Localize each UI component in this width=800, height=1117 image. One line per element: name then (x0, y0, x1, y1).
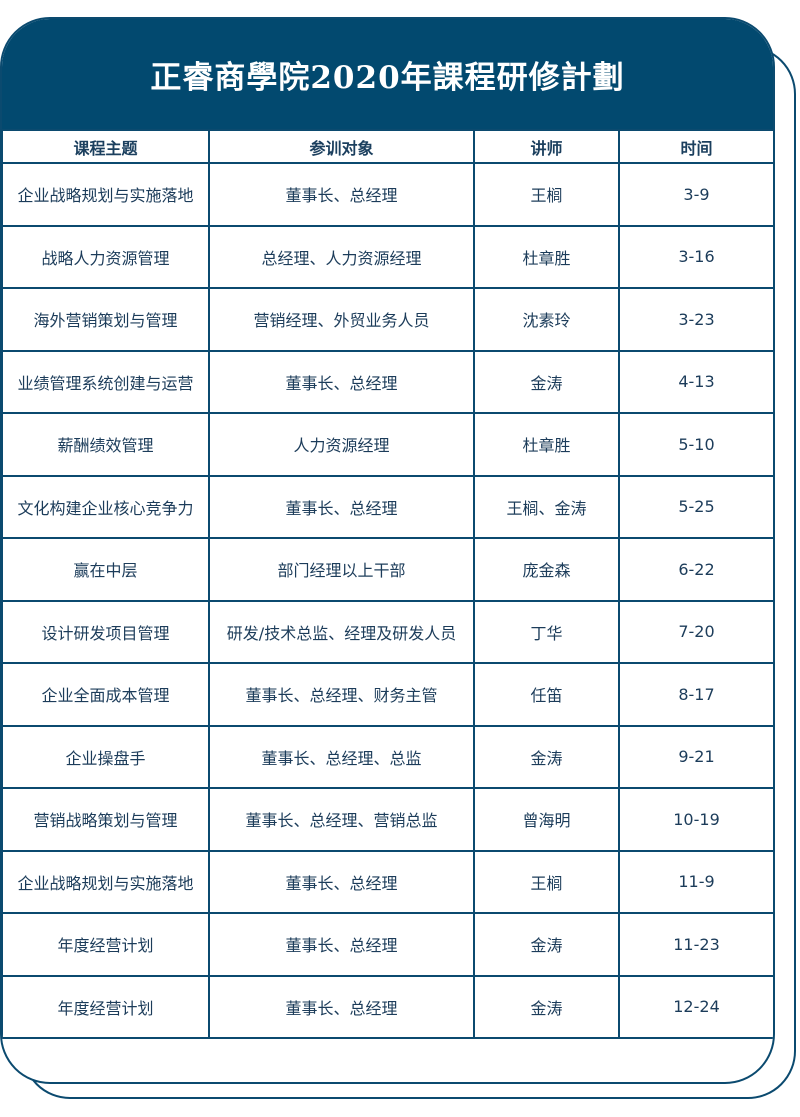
cell-lecturer: 金涛 (473, 349, 620, 414)
table-row: 企业操盘手 董事长、总经理、总监 金涛 9-21 (2, 724, 773, 789)
cell-audience: 董事长、总经理、总监 (208, 724, 475, 789)
cell-audience: 董事长、总经理 (208, 912, 475, 977)
table-row: 年度经营计划 董事长、总经理 金涛 12-24 (2, 974, 773, 1039)
cell-date: 3-16 (618, 224, 773, 289)
column-header-date: 时间 (618, 129, 773, 164)
cell-date: 11-9 (618, 849, 773, 914)
cell-audience: 总经理、人力资源经理 (208, 224, 475, 289)
cell-lecturer: 王榈 (473, 849, 620, 914)
cell-date: 9-21 (618, 724, 773, 789)
header-banner: 正睿商學院2020年課程研修計劃 (2, 19, 773, 129)
cell-audience: 研发/技术总监、经理及研发人员 (208, 599, 475, 664)
cell-audience: 董事长、总经理 (208, 162, 475, 227)
cell-topic: 赢在中层 (2, 537, 210, 602)
table-header-row: 课程主题 参训对象 讲师 时间 (2, 129, 773, 164)
table-row: 设计研发项目管理 研发/技术总监、经理及研发人员 丁华 7-20 (2, 599, 773, 664)
cell-date: 5-10 (618, 412, 773, 477)
cell-topic: 年度经营计划 (2, 974, 210, 1039)
cell-lecturer: 杜章胜 (473, 224, 620, 289)
table-row: 海外营销策划与管理 营销经理、外贸业务人员 沈素玲 3-23 (2, 287, 773, 352)
column-header-audience: 参训对象 (208, 129, 475, 164)
table-row: 企业全面成本管理 董事长、总经理、财务主管 任笛 8-17 (2, 662, 773, 727)
cell-lecturer: 沈素玲 (473, 287, 620, 352)
cell-date: 3-23 (618, 287, 773, 352)
cell-date: 6-22 (618, 537, 773, 602)
cell-topic: 年度经营计划 (2, 912, 210, 977)
cell-topic: 文化构建企业核心竞争力 (2, 474, 210, 539)
cell-audience: 营销经理、外贸业务人员 (208, 287, 475, 352)
cell-topic: 营销战略策划与管理 (2, 787, 210, 852)
cell-topic: 薪酬绩效管理 (2, 412, 210, 477)
cell-lecturer: 任笛 (473, 662, 620, 727)
table-row: 业绩管理系统创建与运营 董事长、总经理 金涛 4-13 (2, 349, 773, 414)
cell-audience: 董事长、总经理、财务主管 (208, 662, 475, 727)
table-row: 企业战略规划与实施落地 董事长、总经理 王榈 3-9 (2, 162, 773, 227)
cell-topic: 战略人力资源管理 (2, 224, 210, 289)
cell-audience: 部门经理以上干部 (208, 537, 475, 602)
cell-topic: 设计研发项目管理 (2, 599, 210, 664)
schedule-card: 正睿商學院2020年課程研修計劃 课程主题 参训对象 讲师 时间 企业战略规划与实施落… (0, 17, 775, 1084)
cell-lecturer: 金涛 (473, 974, 620, 1039)
cell-audience: 董事长、总经理 (208, 849, 475, 914)
cell-lecturer: 丁华 (473, 599, 620, 664)
cell-audience: 董事长、总经理 (208, 474, 475, 539)
table-row: 企业战略规划与实施落地 董事长、总经理 王榈 11-9 (2, 849, 773, 914)
cell-topic: 企业全面成本管理 (2, 662, 210, 727)
cell-date: 8-17 (618, 662, 773, 727)
cell-audience: 董事长、总经理 (208, 974, 475, 1039)
cell-topic: 企业战略规划与实施落地 (2, 162, 210, 227)
column-header-topic: 课程主题 (2, 129, 210, 164)
cell-topic: 企业操盘手 (2, 724, 210, 789)
cell-date: 5-25 (618, 474, 773, 539)
course-table: 课程主题 参训对象 讲师 时间 企业战略规划与实施落地 董事长、总经理 王榈 3-9 战略人力… (2, 129, 773, 1039)
cell-lecturer: 曾海明 (473, 787, 620, 852)
cell-audience: 董事长、总经理 (208, 349, 475, 414)
cell-date: 10-19 (618, 787, 773, 852)
cell-date: 4-13 (618, 349, 773, 414)
table-row: 战略人力资源管理 总经理、人力资源经理 杜章胜 3-16 (2, 224, 773, 289)
table-row: 文化构建企业核心竞争力 董事长、总经理 王榈、金涛 5-25 (2, 474, 773, 539)
cell-topic: 企业战略规划与实施落地 (2, 849, 210, 914)
cell-date: 11-23 (618, 912, 773, 977)
cell-audience: 人力资源经理 (208, 412, 475, 477)
table-row: 薪酬绩效管理 人力资源经理 杜章胜 5-10 (2, 412, 773, 477)
table-row: 营销战略策划与管理 董事长、总经理、营销总监 曾海明 10-19 (2, 787, 773, 852)
cell-date: 12-24 (618, 974, 773, 1039)
cell-date: 7-20 (618, 599, 773, 664)
cell-date: 3-9 (618, 162, 773, 227)
column-header-lecturer: 讲师 (473, 129, 620, 164)
cell-audience: 董事长、总经理、营销总监 (208, 787, 475, 852)
cell-lecturer: 王榈、金涛 (473, 474, 620, 539)
cell-topic: 海外营销策划与管理 (2, 287, 210, 352)
cell-lecturer: 王榈 (473, 162, 620, 227)
cell-lecturer: 庞金森 (473, 537, 620, 602)
cell-lecturer: 金涛 (473, 912, 620, 977)
cell-topic: 业绩管理系统创建与运营 (2, 349, 210, 414)
cell-lecturer: 金涛 (473, 724, 620, 789)
table-row: 赢在中层 部门经理以上干部 庞金森 6-22 (2, 537, 773, 602)
table-row: 年度经营计划 董事长、总经理 金涛 11-23 (2, 912, 773, 977)
cell-lecturer: 杜章胜 (473, 412, 620, 477)
page-title: 正睿商學院2020年課程研修計劃 (150, 59, 625, 96)
